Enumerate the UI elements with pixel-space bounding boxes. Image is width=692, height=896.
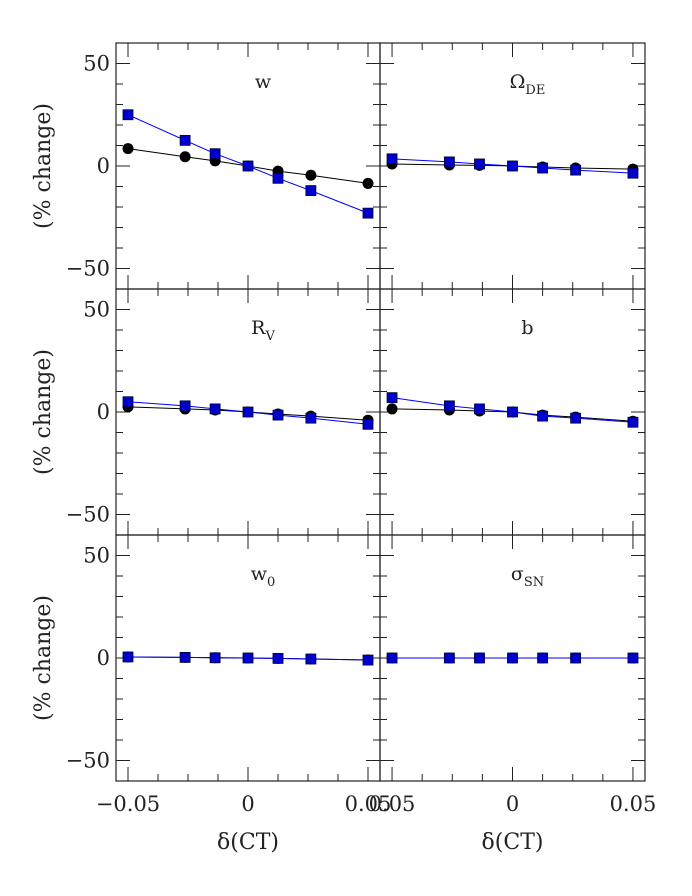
data-point (122, 651, 134, 663)
chart-root: −50 0 50 (% change) w ΩDE −50 0 50 (% change) RV b −… (31, 42, 657, 855)
data-point (122, 396, 134, 408)
data-point (305, 169, 317, 181)
panel-3: −50 0 50 (% change) RV (31, 288, 381, 536)
data-point (570, 412, 582, 424)
data-point (443, 400, 455, 412)
data-point (362, 654, 374, 666)
x-tick-label: 0.05 (610, 792, 657, 816)
y-tick-label: 0 (97, 400, 110, 424)
x-axis-label: δ(CT) (482, 830, 544, 855)
y-tick-label: 50 (83, 298, 110, 322)
data-point (474, 403, 485, 415)
y-tick-label: −50 (66, 503, 110, 527)
data-point (386, 153, 398, 165)
data-point (305, 653, 317, 665)
data-point (179, 134, 191, 146)
x-axis-label: δ(CT) (217, 830, 279, 855)
panel-title: b (521, 317, 533, 339)
panel-4: b (379, 288, 646, 536)
data-point (272, 409, 284, 421)
data-point (242, 160, 254, 172)
data-point (443, 652, 455, 664)
data-point (570, 164, 582, 176)
y-tick-label: 0 (97, 154, 110, 178)
data-point (627, 416, 639, 428)
data-point (537, 410, 549, 422)
data-point (362, 207, 374, 219)
data-point (627, 167, 639, 179)
data-point (272, 653, 284, 664)
panel-1: −50 0 50 (% change) w (31, 42, 381, 290)
data-point (242, 406, 254, 418)
panel-title: σSN (511, 563, 544, 590)
data-point (507, 160, 518, 172)
data-point (122, 109, 134, 121)
data-point (627, 652, 639, 664)
panel-title: ΩDE (510, 71, 546, 98)
panel-5: −50 0 50 (% change) −0.05 0 0.05 δ(CT) w0 (31, 534, 392, 855)
data-point (507, 652, 518, 664)
y-axis-label: (% change) (31, 103, 56, 229)
data-point (272, 172, 284, 184)
data-point (362, 177, 374, 189)
data-point (179, 400, 191, 412)
data-point (122, 143, 134, 155)
y-tick-label: 0 (97, 646, 110, 670)
data-point (305, 185, 317, 197)
data-point (179, 651, 191, 663)
data-point (474, 158, 485, 170)
y-axis-label: (% change) (31, 595, 56, 721)
data-point (507, 406, 518, 418)
data-point (242, 652, 254, 664)
data-point (386, 392, 398, 404)
x-tick-label: 0 (241, 792, 254, 816)
y-tick-label: −50 (66, 749, 110, 773)
panel-2: ΩDE (379, 42, 646, 290)
panel-6: 0.05 0 0.05 δ(CT) σSN (369, 534, 657, 855)
data-point (537, 652, 549, 664)
data-point (305, 412, 317, 424)
data-point (537, 162, 549, 174)
y-tick-label: 50 (83, 544, 110, 568)
x-tick-label: 0.05 (345, 792, 392, 816)
panel-title: w (255, 71, 272, 93)
data-point (386, 403, 398, 415)
data-point (209, 403, 221, 415)
x-tick-label: 0 (506, 792, 519, 816)
y-axis-label: (% change) (31, 349, 56, 475)
data-point (179, 151, 191, 163)
panel-title: RV (251, 317, 275, 344)
data-point (209, 652, 221, 664)
y-tick-label: 50 (83, 52, 110, 76)
y-tick-label: −50 (66, 257, 110, 281)
x-tick-label: 0.05 (369, 792, 416, 816)
data-point (443, 156, 455, 168)
panel-title: w0 (251, 563, 276, 590)
data-point (362, 418, 374, 430)
x-tick-label: −0.05 (96, 792, 160, 816)
data-point (386, 652, 398, 664)
data-point (474, 652, 485, 664)
data-point (209, 148, 221, 160)
data-point (570, 652, 582, 664)
